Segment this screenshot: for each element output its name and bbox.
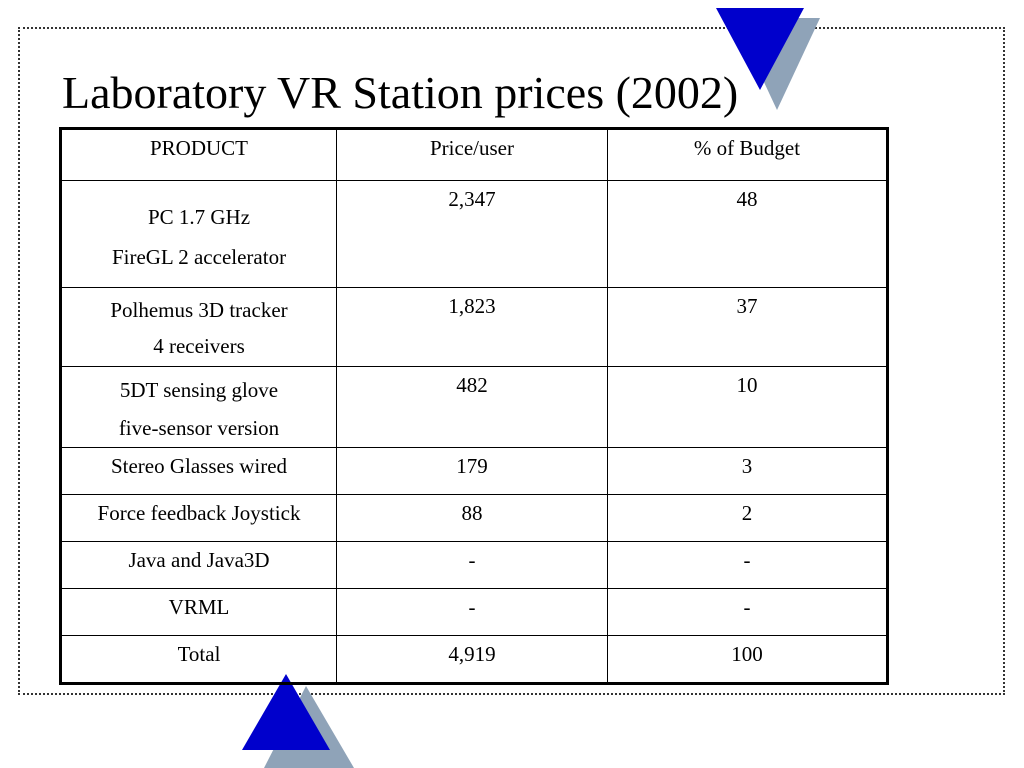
column-header-budget: % of Budget xyxy=(607,128,888,181)
price-cell: 482 xyxy=(336,366,608,448)
column-header-price: Price/user xyxy=(336,128,608,181)
total-price: 4,919 xyxy=(336,635,608,684)
price-cell: 1,823 xyxy=(336,287,608,367)
table-row: PC 1.7 GHz FireGL 2 accelerator 2,347 48 xyxy=(60,180,888,288)
column-header-product: PRODUCT xyxy=(60,128,337,181)
product-detail: 4 receivers xyxy=(153,334,245,358)
table-row: 5DT sensing glove five-sensor version 48… xyxy=(60,366,888,448)
triangle-down-icon xyxy=(716,8,804,90)
price-cell: - xyxy=(336,541,608,589)
total-budget: 100 xyxy=(607,635,888,684)
price-table: PRODUCT Price/user % of Budget PC 1.7 GH… xyxy=(59,127,889,685)
product-name: Polhemus 3D tracker xyxy=(110,298,288,322)
budget-cell: 37 xyxy=(607,287,888,367)
product-name: 5DT sensing glove xyxy=(119,378,279,402)
price-cell: - xyxy=(336,588,608,636)
slide-frame xyxy=(18,27,1005,695)
table-row: VRML - - xyxy=(60,588,888,636)
product-cell: Force feedback Joystick xyxy=(60,494,337,542)
product-cell: 5DT sensing glove five-sensor version xyxy=(60,366,337,448)
budget-cell: 10 xyxy=(607,366,888,448)
triangle-decoration-bottom xyxy=(242,674,354,768)
product-detail: five-sensor version xyxy=(118,416,280,440)
total-row: Total 4,919 100 xyxy=(60,635,888,684)
table-row: Java and Java3D - - xyxy=(60,541,888,589)
price-cell: 2,347 xyxy=(336,180,608,288)
triangle-up-icon xyxy=(242,674,330,750)
budget-cell: 2 xyxy=(607,494,888,542)
product-detail: FireGL 2 accelerator xyxy=(111,245,287,269)
product-name: PC 1.7 GHz xyxy=(147,205,251,229)
table-header-row: PRODUCT Price/user % of Budget xyxy=(60,128,888,181)
budget-cell: - xyxy=(607,588,888,636)
table-row: Force feedback Joystick 88 2 xyxy=(60,494,888,542)
slide-title: Laboratory VR Station prices (2002) xyxy=(62,67,739,118)
table-row: Polhemus 3D tracker 4 receivers 1,823 37 xyxy=(60,287,888,367)
total-label: Total xyxy=(60,635,337,684)
product-cell: Stereo Glasses wired xyxy=(60,447,337,495)
product-cell: Polhemus 3D tracker 4 receivers xyxy=(60,287,337,367)
price-cell: 88 xyxy=(336,494,608,542)
price-cell: 179 xyxy=(336,447,608,495)
product-cell: VRML xyxy=(60,588,337,636)
budget-cell: - xyxy=(607,541,888,589)
triangle-decoration-top xyxy=(716,8,820,110)
product-cell: Java and Java3D xyxy=(60,541,337,589)
table-row: Stereo Glasses wired 179 3 xyxy=(60,447,888,495)
budget-cell: 48 xyxy=(607,180,888,288)
product-cell: PC 1.7 GHz FireGL 2 accelerator xyxy=(60,180,337,288)
budget-cell: 3 xyxy=(607,447,888,495)
